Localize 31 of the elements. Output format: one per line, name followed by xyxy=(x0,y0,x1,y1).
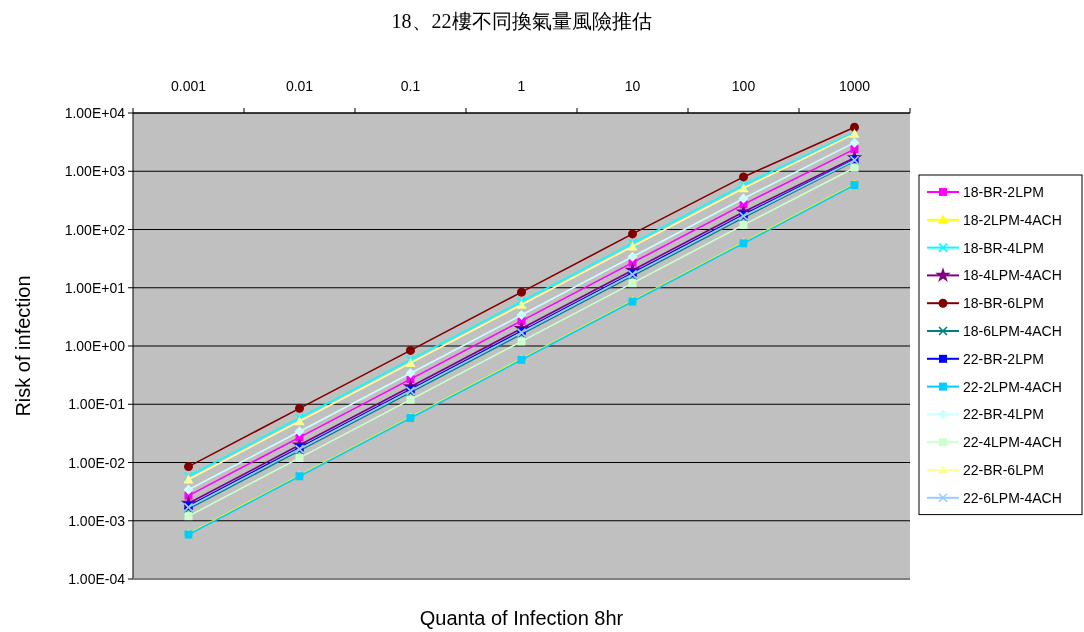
x-tick-label: 0.1 xyxy=(400,78,421,94)
x-axis-title: Quanta of Infection 8hr xyxy=(419,607,624,629)
legend-label: 22-BR-4LPM xyxy=(963,406,1044,423)
y-tick-label: 1.00E+03 xyxy=(64,163,126,180)
y-tick-label: 1.00E+02 xyxy=(64,221,126,238)
legend-label: 18-6LPM-4ACH xyxy=(963,323,1062,339)
legend-label: 18-BR-4LPM xyxy=(963,239,1044,256)
x-tick-label: 100 xyxy=(731,78,756,94)
x-tick-label: 10 xyxy=(624,78,641,94)
y-tick-label: 1.00E+04 xyxy=(64,105,126,121)
legend-label: 18-2LPM-4ACH xyxy=(963,211,1062,228)
legend-label: 18-BR-6LPM xyxy=(963,295,1044,312)
legend-label: 18-4LPM-4ACH xyxy=(963,267,1062,284)
legend-label: 22-4LPM-4ACH xyxy=(963,434,1062,451)
legend-label: 22-2LPM-4ACH xyxy=(963,378,1062,395)
y-tick-label: 1.00E+01 xyxy=(64,279,126,296)
x-tick-label: 1 xyxy=(517,78,526,94)
y-tick-label: 1.00E-03 xyxy=(68,512,126,529)
legend-label: 18-BR-2LPM xyxy=(963,184,1044,200)
legend-label: 22-BR-2LPM xyxy=(963,350,1044,367)
y-tick-label: 1.00E+00 xyxy=(64,338,126,354)
y-axis-title: Risk of infection xyxy=(12,275,34,417)
legend-label: 22-BR-6LPM xyxy=(963,462,1044,478)
x-tick-label: 0.001 xyxy=(170,78,207,94)
x-tick-label: 0.01 xyxy=(285,78,314,94)
x-tick-label: 1000 xyxy=(838,78,871,94)
chart-title: 18、22樓不同換氣量風險推估 xyxy=(391,10,652,32)
y-tick-label: 1.00E-01 xyxy=(68,396,126,413)
legend-label: 22-6LPM-4ACH xyxy=(963,489,1062,506)
y-tick-label: 1.00E-04 xyxy=(68,571,126,587)
y-tick-label: 1.00E-02 xyxy=(68,454,126,471)
